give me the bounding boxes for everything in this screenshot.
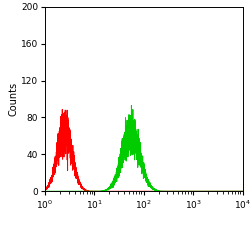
Y-axis label: Counts: Counts <box>8 82 18 116</box>
